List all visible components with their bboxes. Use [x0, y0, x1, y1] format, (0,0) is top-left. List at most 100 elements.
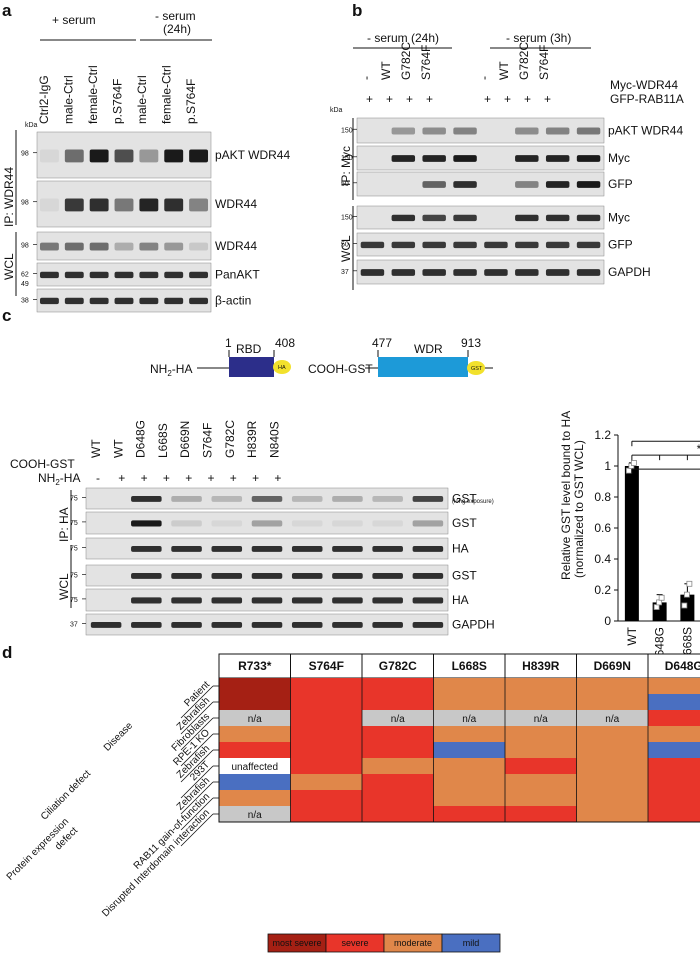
panel-c-blot-label: GAPDH — [452, 618, 495, 632]
panel-c-band — [291, 545, 323, 552]
panel-c-band — [332, 572, 363, 579]
heatmap-cell — [290, 758, 362, 774]
panel-b-plus-mark: + — [544, 92, 551, 106]
heatmap-group-label: Ciliation defect — [39, 768, 93, 822]
panel-b-band — [576, 127, 601, 135]
chart-ytick-label: 0.8 — [594, 490, 611, 504]
heatmap-cell — [219, 726, 291, 742]
heatmap-cell-text: unaffected — [231, 762, 278, 773]
panel-c-band — [131, 572, 162, 579]
gst-construct-end: 913 — [461, 336, 481, 350]
panel-a-blot-label: β-actin — [215, 294, 251, 308]
ha-tag-label: HA — [278, 365, 286, 371]
panel-c-band — [171, 520, 202, 527]
variant-header-label: D669N — [594, 659, 631, 673]
heatmap-cell — [433, 774, 505, 790]
panel-c-band — [291, 597, 323, 604]
ip-label-c: IP: HA — [57, 507, 71, 542]
panel-c-letter: c — [2, 306, 11, 325]
panel-c: c 1 408 NH2-HA RBD HA 477 913 COOH-GST W… — [2, 306, 495, 636]
panel-b-lane-label: S764F — [419, 45, 433, 80]
panel-b-band — [576, 155, 601, 162]
panel-b-lane-label: WT — [379, 61, 393, 80]
panel-c-band — [332, 621, 363, 628]
panel-a-band — [189, 198, 209, 212]
panel-b-band — [576, 241, 601, 249]
panel-b-band — [576, 269, 601, 276]
chart-ytick-label: 1.2 — [594, 428, 611, 442]
wcl-label-b: WCL — [339, 235, 353, 262]
panel-a: a + serum - serum (24h) kDa IP: WDR44 WC… — [2, 1, 290, 313]
panel-b-band — [515, 127, 539, 135]
panel-a-lane-label: p.S764F — [184, 79, 198, 124]
gst-construct: 477 913 COOH-GST WDR GST — [308, 336, 493, 377]
panel-c-kda-marker: 75 — [70, 520, 78, 527]
panel-a-band — [89, 297, 109, 305]
panel-a-band — [139, 149, 159, 163]
ha-construct-end: 408 — [275, 336, 295, 350]
heatmap-cell — [505, 806, 577, 822]
heatmap-cell — [576, 710, 648, 726]
panel-a-band — [64, 242, 84, 251]
panel-c-band — [90, 621, 122, 628]
panel-c-band — [412, 572, 444, 579]
panel-c-kda-marker: 75 — [70, 572, 78, 579]
panel-c-blot-label: GST — [452, 569, 477, 583]
panel-c-lane-label: H839R — [245, 420, 259, 458]
ha-tag — [273, 360, 291, 374]
heatmap-cell — [433, 790, 505, 806]
heatmap-cell — [290, 790, 362, 806]
heatmap-cell-text: n/a — [462, 714, 476, 725]
panel-b-kda-marker: 150 — [341, 155, 353, 162]
panel-a-blot-label: pAKT WDR44 — [215, 148, 290, 162]
panel-a-kda-marker: 38 — [21, 297, 29, 304]
panel-b-band — [422, 214, 446, 222]
panel-a-band — [164, 198, 184, 212]
panel-a-lane-label: female-Ctrl — [160, 65, 174, 124]
panel-b-plus-mark: + — [366, 92, 373, 106]
heatmap-cell-text: n/a — [248, 714, 262, 725]
chart-data-point — [656, 599, 663, 606]
panel-c-band — [211, 520, 243, 527]
panel-a-band — [114, 297, 134, 305]
panel-b-band — [422, 181, 446, 188]
panel-c-band — [131, 545, 162, 552]
panel-a-blot-label: WDR44 — [215, 197, 257, 211]
ha-construct: 1 408 NH2-HA RBD HA — [150, 336, 295, 378]
panel-c-band — [412, 545, 444, 552]
panel-a-lane-label: p.S764F — [111, 79, 125, 124]
panel-a-band — [139, 271, 159, 279]
panel-a-band — [164, 242, 184, 251]
panel-b-blot-label: GFP — [608, 177, 633, 191]
chart-bar — [680, 594, 695, 621]
panel-a-band — [164, 297, 184, 305]
panel-c-lane-label: D669N — [178, 421, 192, 458]
panel-b-lane-label: S764F — [537, 45, 551, 80]
heatmap-cell — [362, 806, 434, 822]
panel-c-plus-mark: + — [141, 471, 148, 485]
heatmap-cell-text: n/a — [248, 810, 262, 821]
panel-a-band — [89, 271, 109, 279]
panel-b-blot-label: GAPDH — [608, 265, 651, 279]
panel-b-band — [391, 155, 416, 162]
heatmap-cell — [290, 726, 362, 742]
panel-a-band — [164, 271, 184, 279]
heatmap-cell — [648, 790, 700, 806]
panel-b-band — [515, 214, 539, 222]
heatmap-cell — [433, 726, 505, 742]
wcl-label-c: WCL — [57, 573, 71, 600]
panel-a-lane-label: male-Ctrl — [62, 75, 76, 124]
panel-a-band — [139, 242, 159, 251]
heatmap-cell — [648, 806, 700, 822]
panel-b-blot-label: Myc — [608, 151, 630, 165]
panel-b-blot-label: Myc — [608, 211, 630, 225]
panel-b-band — [576, 214, 601, 222]
panel-c-plus-mark: + — [163, 471, 170, 485]
panel-b-lane-label: G782C — [517, 42, 531, 80]
panel-b-kda-marker: 150 — [341, 214, 353, 221]
panel-b-band — [453, 127, 477, 135]
variant-header-cell — [576, 653, 649, 679]
panel-b-band — [545, 155, 570, 162]
panel-b-lane-label: WT — [497, 61, 511, 80]
heatmap-cell — [648, 694, 700, 710]
